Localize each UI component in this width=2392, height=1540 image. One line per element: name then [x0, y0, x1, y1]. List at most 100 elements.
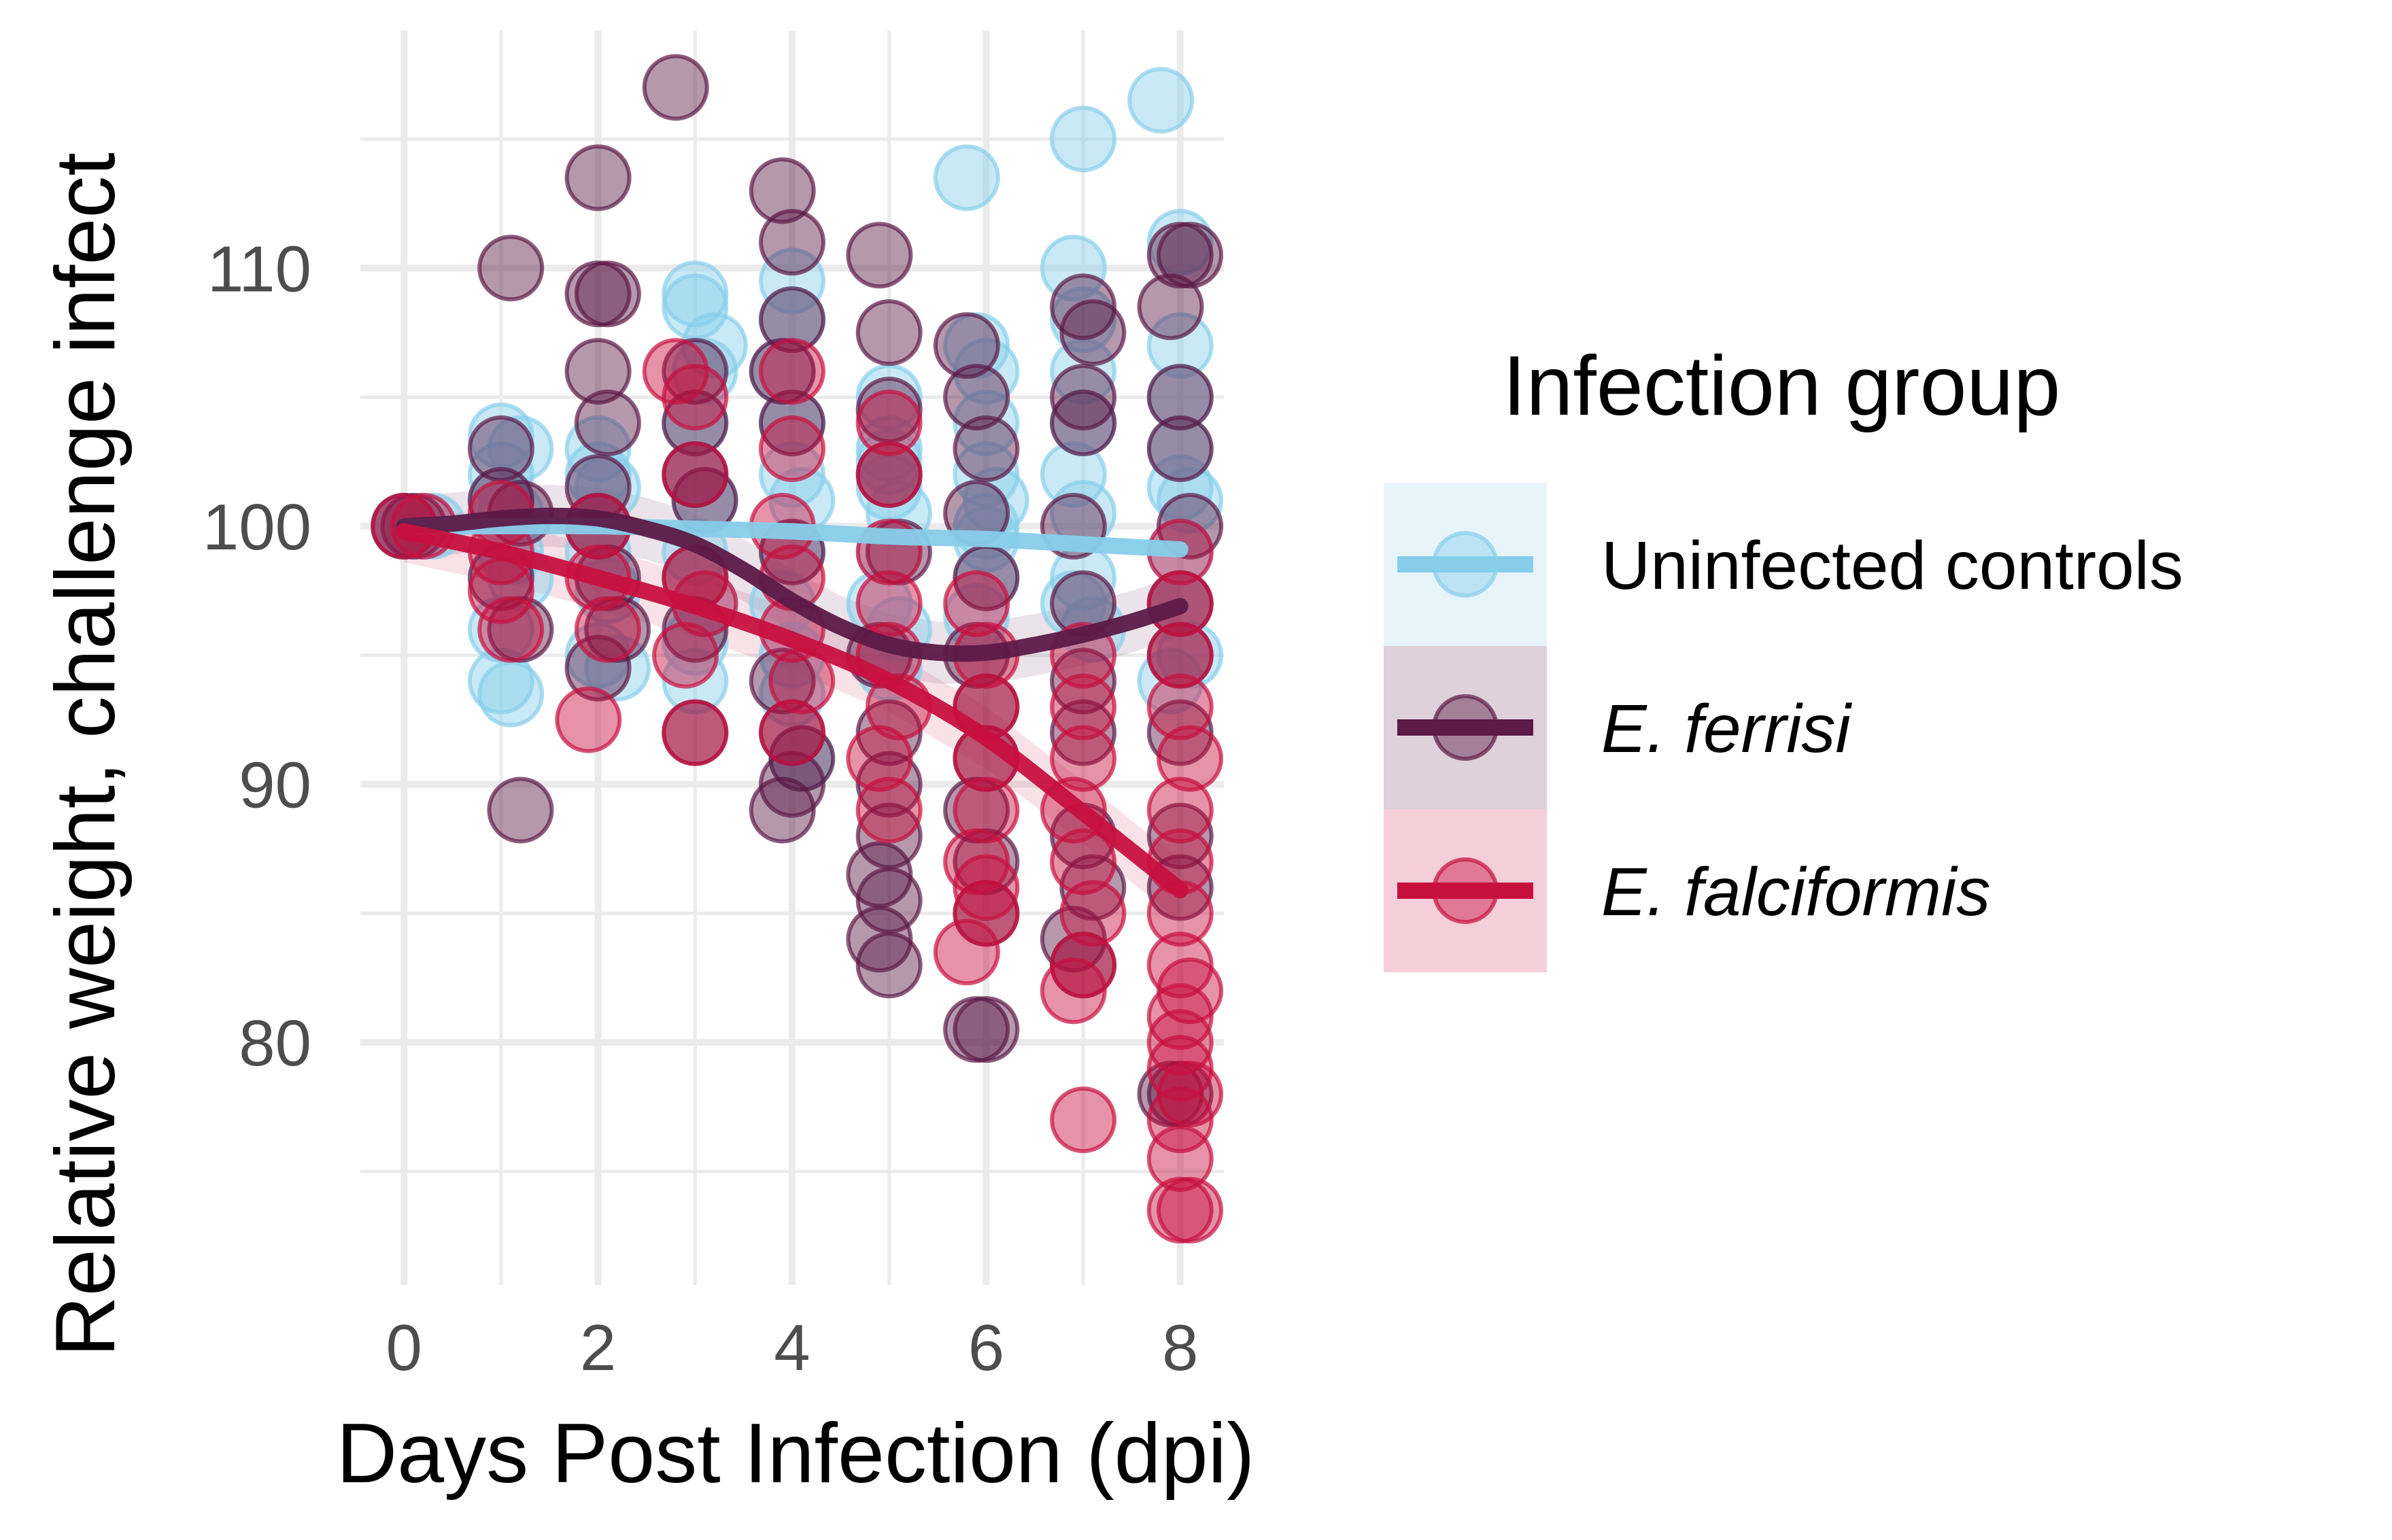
- data-point-e-ferrisi: [564, 634, 632, 702]
- data-point-e-falciformis: [1146, 983, 1214, 1050]
- x-tick-label: 4: [774, 1312, 810, 1384]
- data-point-e-ferrisi: [846, 906, 913, 973]
- data-point-e-falciformis: [662, 699, 729, 766]
- data-point-e-ferrisi: [1157, 222, 1224, 289]
- data-point-uninfected-controls: [933, 144, 1000, 211]
- data-point-e-falciformis: [953, 880, 1020, 947]
- data-point-e-ferrisi: [1059, 299, 1127, 366]
- data-point-e-ferrisi: [477, 235, 545, 302]
- y-tick-label: 90: [239, 749, 311, 822]
- data-point-e-ferrisi: [1146, 802, 1214, 870]
- y-tick-label: 110: [207, 233, 311, 305]
- data-point-uninfected-controls: [1157, 466, 1224, 534]
- data-point-e-falciformis: [1040, 957, 1107, 1025]
- x-tick-label: 0: [386, 1312, 422, 1384]
- data-point-e-ferrisi: [846, 222, 913, 289]
- tick-labels: 0 2 4 6 8 80 90 100 110: [203, 233, 1199, 1384]
- x-tick-label: 8: [1162, 1312, 1198, 1384]
- x-axis-title: Days Post Infection (dpi): [337, 1407, 1255, 1501]
- data-point-e-ferrisi: [749, 157, 816, 224]
- legend-title: Infection group: [1503, 339, 2060, 433]
- data-point-e-ferrisi: [1059, 854, 1127, 921]
- data-point-e-falciformis: [846, 725, 913, 792]
- data-point-e-ferrisi: [855, 931, 923, 999]
- data-point-e-ferrisi: [759, 390, 825, 457]
- data-point-e-falciformis: [933, 919, 1000, 986]
- data-point-e-ferrisi: [574, 260, 641, 328]
- fit-line-e-falciformis: [396, 523, 1189, 899]
- data-point-e-ferrisi: [759, 286, 825, 354]
- data-point-e-ferrisi: [1137, 273, 1204, 341]
- data-point-e-falciformis: [1050, 931, 1117, 999]
- data-point-e-falciformis: [1146, 1035, 1214, 1102]
- y-axis-title: Relative weight, challenge infect: [39, 152, 133, 1356]
- data-point-e-falciformis: [555, 686, 622, 753]
- data-point-uninfected-controls: [1127, 67, 1195, 134]
- data-point-e-falciformis: [759, 415, 825, 482]
- data-point-uninfected-controls: [953, 390, 1020, 457]
- data-point-e-falciformis: [1050, 828, 1117, 895]
- data-point-e-ferrisi: [487, 776, 554, 844]
- fit-lines: [396, 507, 1189, 899]
- data-point-e-ferrisi: [1146, 364, 1214, 431]
- data-point-e-ferrisi: [759, 751, 825, 818]
- x-tick-label: 2: [580, 1312, 616, 1384]
- x-tick-label: 6: [968, 1312, 1004, 1384]
- data-point-e-falciformis: [855, 441, 923, 508]
- data-point-e-falciformis: [1146, 1125, 1214, 1192]
- data-point-e-falciformis: [1146, 776, 1214, 844]
- data-point-e-ferrisi: [953, 415, 1020, 482]
- data-point-e-falciformis: [652, 621, 719, 689]
- data-point-e-ferrisi: [662, 390, 729, 457]
- data-point-e-falciformis: [574, 596, 641, 663]
- data-point-e-falciformis: [1050, 1086, 1117, 1154]
- data-point-e-falciformis: [855, 390, 923, 457]
- y-tick-label: 80: [239, 1007, 311, 1080]
- data-point-e-ferrisi: [1050, 699, 1117, 766]
- data-point-uninfected-controls: [1146, 312, 1214, 379]
- data-point-e-falciformis: [1157, 725, 1224, 792]
- data-point-e-falciformis: [1050, 673, 1117, 740]
- data-point-e-falciformis: [759, 699, 825, 766]
- data-point-uninfected-controls: [662, 647, 729, 715]
- data-point-e-ferrisi: [564, 144, 632, 211]
- data-point-e-ferrisi: [855, 699, 923, 766]
- data-point-e-ferrisi: [1050, 273, 1117, 341]
- legend-label-uninfected-controls: Uninfected controls: [1601, 528, 2183, 604]
- data-point-e-falciformis: [1157, 957, 1224, 1025]
- data-point-e-falciformis: [1146, 673, 1214, 740]
- data-point-e-ferrisi: [759, 209, 825, 276]
- data-point-uninfected-controls: [467, 647, 534, 715]
- data-point-e-falciformis: [1059, 880, 1127, 947]
- data-point-e-ferrisi: [749, 776, 816, 844]
- data-point-e-falciformis: [1146, 1086, 1214, 1154]
- data-point-e-falciformis: [1146, 621, 1214, 689]
- data-point-e-falciformis: [943, 828, 1010, 895]
- data-point-e-falciformis: [953, 854, 1020, 921]
- data-point-e-ferrisi: [1050, 364, 1117, 431]
- data-point-e-falciformis: [943, 570, 1010, 637]
- data-point-e-ferrisi: [642, 54, 709, 121]
- data-point-e-ferrisi: [1146, 699, 1214, 766]
- data-point-e-falciformis: [855, 776, 923, 844]
- legend: Infection group Uninfected controls E. fe…: [1384, 339, 2183, 972]
- data-point-e-falciformis: [1157, 1061, 1224, 1128]
- data-point-e-ferrisi: [855, 299, 923, 366]
- data-point-e-ferrisi: [943, 364, 1010, 431]
- data-point-uninfected-controls: [1137, 647, 1204, 715]
- fit-line-e-ferrisi: [396, 507, 1189, 662]
- data-point-uninfected-controls: [1040, 441, 1107, 508]
- data-point-e-falciformis: [759, 338, 825, 405]
- data-point-e-ferrisi: [855, 751, 923, 818]
- data-point-e-ferrisi: [953, 996, 1020, 1063]
- data-point-uninfected-controls: [477, 660, 545, 728]
- data-point-uninfected-controls: [759, 441, 825, 508]
- legend-label-e-ferrisi: E. ferrisi: [1601, 691, 1852, 767]
- legend-label-e-falciformis: E. falciformis: [1601, 854, 1990, 930]
- data-point-e-falciformis: [477, 596, 545, 663]
- fit-line-uninfected-controls: [396, 517, 1189, 558]
- data-point-e-ferrisi: [574, 390, 641, 457]
- data-point-e-falciformis: [855, 570, 923, 637]
- data-point-uninfected-controls: [1050, 105, 1117, 173]
